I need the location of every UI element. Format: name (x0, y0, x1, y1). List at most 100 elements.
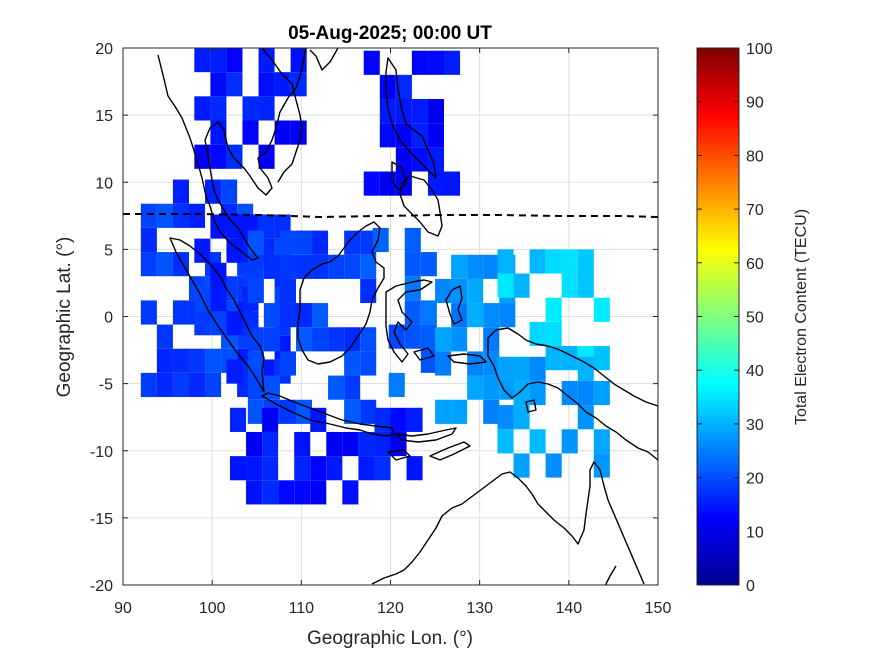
coastlines (157, 48, 658, 585)
tec-cell (435, 327, 452, 352)
tec-cell (444, 171, 461, 196)
tec-cell (294, 456, 311, 481)
tec-cell (379, 74, 396, 100)
tec-cell (344, 230, 361, 255)
tec-cell (247, 254, 264, 279)
tec-cell (279, 230, 296, 255)
tec-cell (360, 278, 377, 304)
y-tick-label: -20 (90, 578, 113, 595)
tec-cell (513, 453, 530, 478)
tec-cell (344, 327, 361, 352)
tec-cell (451, 303, 468, 328)
tec-cell (593, 429, 610, 454)
tec-cell (310, 456, 327, 481)
tec-cell (404, 227, 421, 253)
tec-cell (247, 399, 264, 424)
y-tick-label: -10 (90, 444, 113, 461)
coastline-vietnam (261, 48, 303, 183)
tec-cell (210, 311, 227, 336)
tec-cell (258, 72, 275, 97)
tec-cell (295, 399, 313, 424)
tec-cell (388, 372, 405, 398)
tec-cell (156, 252, 173, 277)
tec-cell (451, 278, 468, 304)
colorbar-tick-label: 60 (746, 256, 764, 273)
tec-cell (290, 120, 307, 145)
tec-cell (262, 480, 279, 505)
tec-cell (262, 431, 279, 457)
coastline-aru (525, 399, 537, 413)
tec-cell (344, 375, 361, 400)
tec-cell (545, 249, 562, 274)
tec-cell (156, 203, 173, 228)
tec-cell (529, 321, 546, 347)
tec-cell (561, 429, 578, 454)
colorbar-tick-label: 100 (746, 41, 773, 58)
tec-cell (395, 74, 412, 100)
tec-cell (295, 230, 313, 255)
tec-cell (194, 96, 211, 121)
tec-cell (172, 252, 189, 277)
tec-cell (561, 249, 578, 274)
coastline-mindanao (399, 175, 443, 237)
coastline-buru (413, 347, 435, 361)
tec-cell (242, 96, 259, 121)
x-tick-label: 100 (199, 600, 226, 617)
tec-cell (593, 297, 610, 322)
tick-marks (122, 47, 659, 586)
tec-cell (577, 249, 594, 274)
tec-cell (483, 375, 500, 400)
tec-cell (404, 324, 421, 349)
tec-cell (404, 252, 421, 277)
tec-cell (499, 303, 516, 328)
tec-cell (242, 120, 259, 145)
tec-cell (360, 351, 377, 376)
tec-cell (379, 99, 396, 124)
y-tick-label: 15 (95, 108, 113, 125)
tec-cell (451, 327, 468, 352)
x-tick-label: 120 (377, 600, 404, 617)
tec-cell (226, 238, 243, 263)
tec-cell (194, 48, 211, 73)
tec-cell (188, 372, 206, 398)
colorbar-tick-label: 20 (746, 471, 764, 488)
colorbar-tick-label: 10 (746, 524, 764, 541)
tec-cell (360, 254, 377, 279)
tec-cell (390, 407, 407, 432)
tec-cell (427, 123, 444, 148)
tec-cell (499, 375, 516, 400)
tec-cell (577, 405, 594, 430)
tec-cell (188, 203, 206, 228)
tec-cells (140, 48, 610, 505)
tec-cell (411, 50, 428, 75)
tec-cell (140, 227, 157, 253)
tec-cell (529, 380, 546, 406)
tec-cell (294, 431, 311, 457)
tec-cell (279, 278, 296, 304)
tec-cell (263, 327, 280, 352)
tec-cell (328, 327, 345, 352)
tec-cell (205, 372, 222, 398)
tec-cell (172, 300, 189, 325)
y-tick-label: -5 (99, 377, 113, 394)
tec-cell (246, 431, 263, 457)
tec-cell (483, 303, 500, 328)
colorbar-tick-label: 50 (746, 310, 764, 327)
tec-cell (406, 456, 423, 481)
tec-cell (230, 407, 247, 432)
coastline-sumatra (169, 237, 265, 393)
coastline-myanmar-malay (157, 48, 307, 261)
tec-cell (497, 273, 514, 298)
tec-cell (226, 48, 243, 73)
tec-cell (483, 327, 500, 352)
tec-cell (274, 120, 291, 145)
tec-cell (497, 429, 514, 454)
tec-cell (342, 431, 359, 457)
tec-cell (140, 252, 157, 277)
tec-cell (210, 286, 227, 312)
tec-cell (194, 238, 211, 263)
coastline-australia (371, 461, 645, 585)
coastline-luzon (385, 57, 437, 179)
tec-cell (467, 254, 484, 279)
tec-cell (344, 399, 361, 424)
